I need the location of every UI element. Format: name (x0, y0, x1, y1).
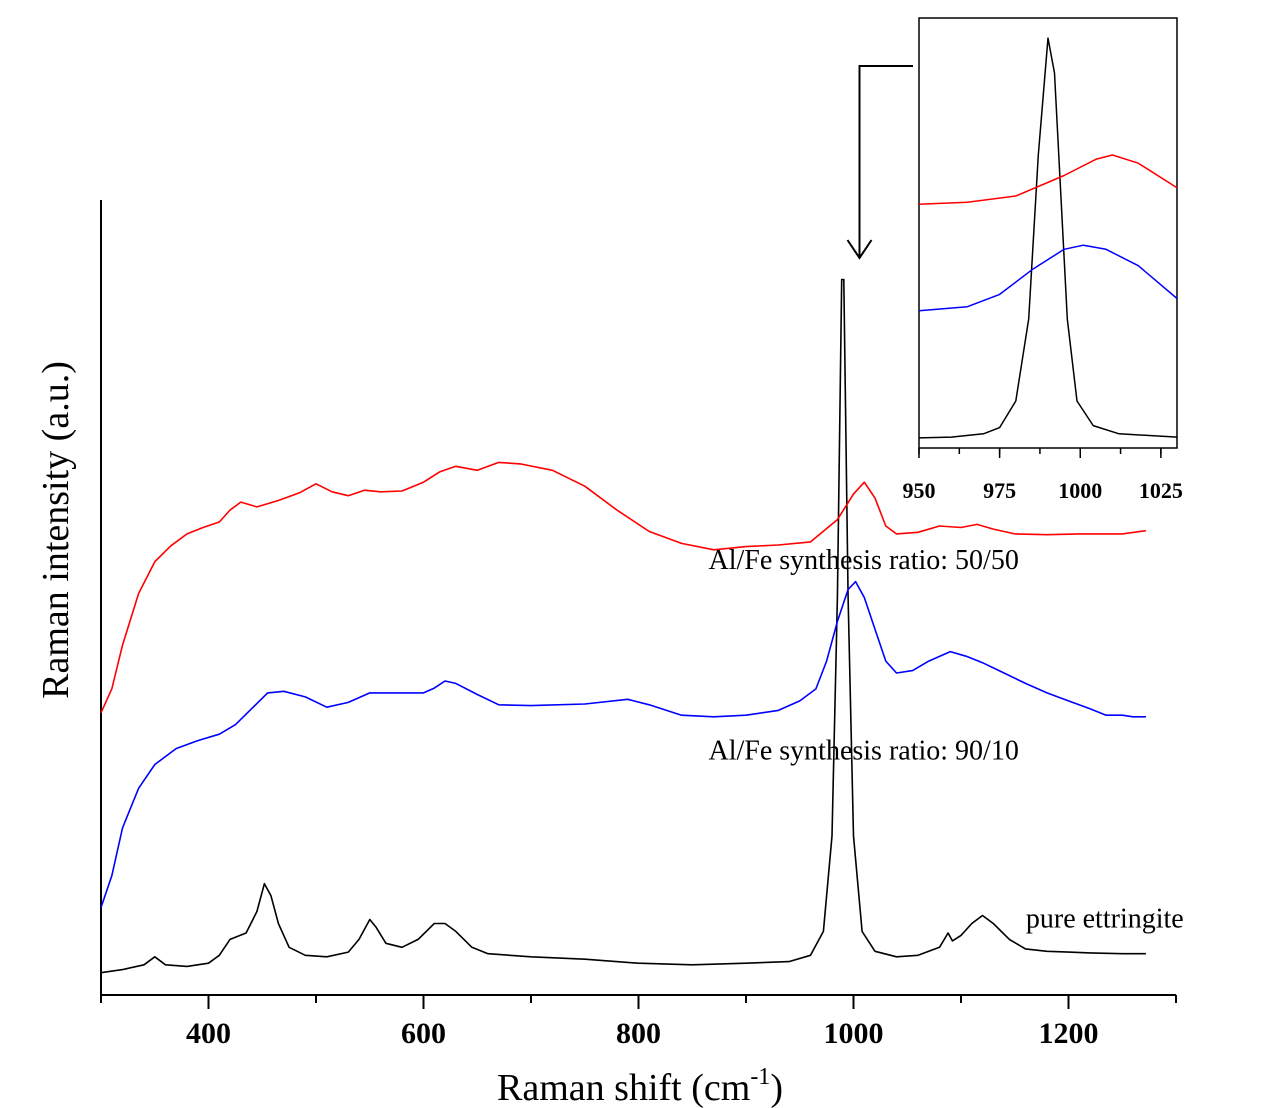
x-axis-label-sup: -1 (750, 1064, 770, 1090)
series-annotation: Al/Fe synthesis ratio: 90/10 (709, 736, 1019, 767)
inset-plot: 950 975 1000 1025 (903, 17, 1183, 503)
x-axis-label-close: ) (770, 1067, 783, 1108)
inset-series-line-1 (918, 244, 1178, 312)
x-tick-label: 600 (401, 1017, 446, 1050)
x-tick-label: 1000 (824, 1017, 884, 1050)
callout-arrowhead (846, 239, 873, 260)
inset-x-ticks: 950 975 1000 1025 (903, 448, 1183, 503)
y-axis-label: Raman intensity (a.u.) (35, 361, 77, 699)
series-line-2 (100, 461, 1147, 714)
x-axis-label: Raman shift (cm-1) (497, 1064, 783, 1108)
callout-line (858, 65, 913, 258)
inset-series-group (918, 37, 1178, 439)
inset-frame (918, 17, 1178, 449)
inset-callout-arrow (846, 65, 913, 260)
inset-tick-label: 1000 (1058, 478, 1102, 503)
inset-series-line-2 (918, 154, 1178, 205)
x-axis-label-main: Raman shift (cm (497, 1067, 750, 1108)
series-annotation: Al/Fe synthesis ratio: 50/50 (709, 545, 1019, 576)
inset-tick-label: 1025 (1139, 478, 1183, 503)
main-series-group (100, 278, 1147, 974)
main-x-ticks: 400 600 800 1000 1200 (100, 995, 1177, 1050)
series-annotations: Al/Fe synthesis ratio: 50/50 Al/Fe synthe… (709, 545, 1184, 935)
x-tick-label: 400 (186, 1017, 231, 1050)
inset-series-line-0 (918, 37, 1178, 439)
x-tick-label: 800 (616, 1017, 661, 1050)
series-line-0 (100, 278, 1146, 974)
x-tick-label: 1200 (1039, 1017, 1099, 1050)
inset-tick-label: 975 (983, 478, 1016, 503)
series-annotation: pure ettringite (1026, 903, 1184, 934)
inset-tick-label: 950 (903, 478, 936, 503)
series-line-1 (100, 580, 1146, 908)
